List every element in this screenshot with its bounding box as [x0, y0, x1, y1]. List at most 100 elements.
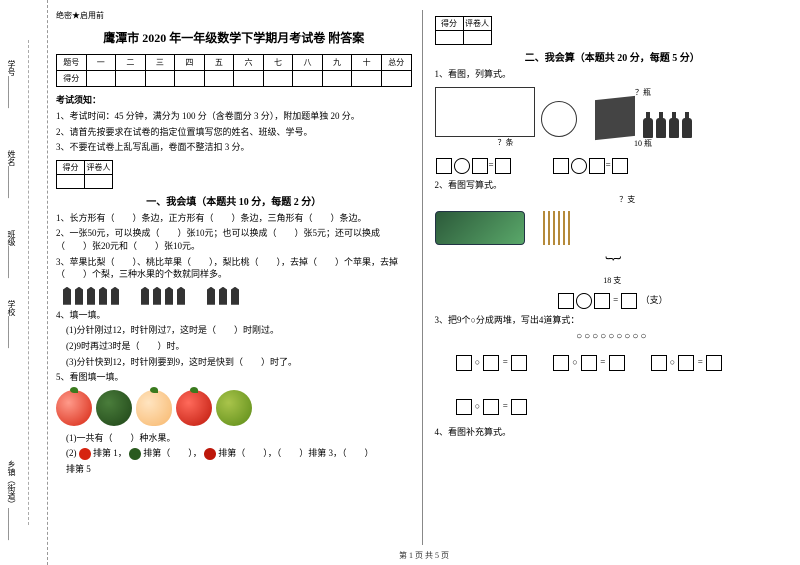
s2-q4: 4、看图补充算式。	[435, 426, 791, 439]
gt2-r1c1: 得分	[435, 17, 463, 31]
q5b-pre: (2)	[66, 448, 77, 458]
weight-icon	[62, 287, 72, 305]
page-footer: 第 1 页 共 5 页	[48, 550, 800, 561]
section2-title: 二、我会算（本题共 20 分，每题 5 分）	[435, 49, 791, 64]
exam-notice-heading: 考试须知：	[56, 93, 412, 106]
q1-eq-left: = =	[435, 155, 791, 175]
s1-q4c: (3)分针快到12，时针刚要到9，这时是快到（ ）时了。	[56, 356, 412, 369]
sticks-icon	[543, 211, 570, 245]
secret-label: 绝密★启用前	[56, 10, 412, 21]
score-h-5: 五	[204, 55, 234, 71]
score-h-7: 七	[263, 55, 293, 71]
weights-figure	[62, 287, 412, 305]
s2-q3: 3、把9个○分成两堆，写出4道算式：	[435, 314, 791, 327]
q3-eq2: ○ =	[552, 352, 626, 372]
s1-q5-intro: 5、看图填一填。	[56, 371, 412, 384]
apples-set	[62, 287, 120, 305]
notice-2: 2、请首先按要求在试卷的指定位置填写您的姓名、班级、学号。	[56, 126, 412, 139]
q5b-m2: 排第（ ），	[143, 448, 202, 458]
fishtank-icon	[435, 87, 535, 137]
binding-field-xingming: 姓名________	[6, 150, 17, 198]
score-row-label: 得分	[57, 71, 87, 87]
q1-mid-label: ？条	[435, 137, 577, 148]
s1-q5a: (1)一共有（ ）种水果。	[56, 432, 412, 445]
score-table: 题号 一 二 三 四 五 六 七 八 九 十 总分 得分	[56, 54, 412, 87]
score-h-3: 三	[145, 55, 175, 71]
s1-q3: 3、苹果比梨（ ）、桃比苹果（ ），梨比桃（ ），去掉（ ）个苹果，去掉（ ）个…	[56, 256, 412, 281]
fruit-watermelon-icon	[96, 390, 132, 426]
score-h-9: 九	[322, 55, 352, 71]
fruit-row	[56, 390, 412, 426]
blank-box	[436, 158, 452, 174]
q3-eq3: ○ =	[650, 352, 724, 372]
fishbowl-group: ？条	[435, 87, 577, 148]
s1-q5b: (2) 排第 1， 排第（ ）， 排第（ ），（ ）排第 3，（ ）	[56, 447, 412, 460]
s1-q4a: (1)分针刚过12，时针刚过7，这时是（ ）时刚过。	[56, 324, 412, 337]
q2-unit: （支）	[641, 295, 668, 305]
q3-eq1: ○ =	[455, 352, 529, 372]
brace-icon: ︸	[435, 251, 791, 275]
score-h-0: 题号	[57, 55, 87, 71]
s1-q4-intro: 4、填一填。	[56, 309, 412, 322]
fruit-tomato-icon	[56, 390, 92, 426]
small-watermelon-icon	[129, 448, 141, 460]
small-apple-icon	[204, 448, 216, 460]
q2-figure-row	[435, 211, 791, 245]
nine-circles: ○○○○○○○○○	[435, 331, 791, 342]
pencilcase-icon	[435, 211, 525, 245]
grader-table-1: 得分评卷人	[56, 160, 113, 189]
s1-q2: 2、一张50元，可以换成（ ）张10元；也可以换成（ ）张5元；还可以换成（ ）…	[56, 227, 412, 252]
page: 学号________ 姓名________ 班级________ 学校_____…	[0, 0, 800, 565]
q5b-m1: 排第 1，	[93, 448, 127, 458]
score-h-10: 十	[352, 55, 382, 71]
score-h-1: 一	[86, 55, 116, 71]
op-circle	[454, 158, 470, 174]
binding-field-banji: 班级________	[6, 230, 17, 278]
notice-1: 1、考试时间：45 分钟，满分为 100 分（含卷面分 3 分），附加题单独 2…	[56, 110, 412, 123]
s1-q5c: 排第 5	[56, 463, 412, 476]
s1-q1: 1、长方形有（ ）条边，正方形有（ ）条边，三角形有（ ）条边。	[56, 212, 412, 225]
score-h-11: 总分	[381, 55, 411, 71]
q1-figure-row: ？条 ？瓶 10 瓶	[435, 87, 791, 149]
score-h-8: 八	[293, 55, 323, 71]
bottle-group: ？瓶 10 瓶	[595, 87, 692, 149]
peaches-set	[206, 287, 240, 305]
score-h-2: 二	[116, 55, 146, 71]
score-value-row: 得分	[57, 71, 412, 87]
score-h-4: 四	[175, 55, 205, 71]
score-header-row: 题号 一 二 三 四 五 六 七 八 九 十 总分	[57, 55, 412, 71]
binding-field-xuehao: 学号________	[6, 60, 17, 108]
bottles-icon	[643, 118, 692, 138]
s2-q1: 1、看图，列算式。	[435, 68, 791, 81]
q2-top-label: ？支	[465, 194, 791, 205]
pears-set	[140, 287, 186, 305]
grader-table-2: 得分评卷人	[435, 16, 492, 45]
left-column: 绝密★启用前 鹰潭市 2020 年一年级数学下学期月考试卷 附答案 题号 一 二…	[52, 10, 423, 545]
binding-dashed-line	[28, 40, 29, 525]
q2-total-label: 18 支	[435, 275, 791, 286]
q3-eq-grid: ○ = ○ = ○ = ○ =	[455, 348, 791, 420]
q2-eq: = （支）	[435, 290, 791, 310]
gt1-r1c2: 评卷人	[85, 160, 113, 174]
notice-3: 3、不要在试卷上乱写乱画，卷面不整洁扣 3 分。	[56, 141, 412, 154]
fishbowl-round-icon	[541, 101, 577, 137]
paper-title: 鹰潭市 2020 年一年级数学下学期月考试卷 附答案	[56, 29, 412, 46]
fruit-peach-icon	[136, 390, 172, 426]
right-column: 得分评卷人 二、我会算（本题共 20 分，每题 5 分） 1、看图，列算式。 ？…	[431, 10, 795, 545]
gt1-r1c1: 得分	[57, 160, 85, 174]
section1-title: 一、我会填（本题共 10 分，每题 2 分）	[56, 193, 412, 208]
fruit-lime-icon	[216, 390, 252, 426]
content-area: 绝密★启用前 鹰潭市 2020 年一年级数学下学期月考试卷 附答案 题号 一 二…	[48, 0, 800, 565]
binding-field-xiangzhen: 乡镇（街道）________	[6, 460, 17, 540]
q1-top-label: ？瓶	[595, 87, 692, 98]
q1-cnt-label: 10 瓶	[595, 138, 692, 149]
s1-q4b: (2)9时再过3时是（ ）时。	[56, 340, 412, 353]
binding-margin: 学号________ 姓名________ 班级________ 学校_____…	[0, 0, 48, 565]
s2-q2: 2、看图写算式。	[435, 179, 791, 192]
gt2-r1c2: 评卷人	[463, 17, 491, 31]
binding-field-xuexiao: 学校________	[6, 300, 17, 348]
cube-icon	[595, 95, 635, 139]
small-tomato-icon	[79, 448, 91, 460]
q5b-m3: 排第（ ），（ ）排第 3，（ ）	[218, 448, 373, 458]
q3-eq4: ○ =	[455, 396, 529, 416]
